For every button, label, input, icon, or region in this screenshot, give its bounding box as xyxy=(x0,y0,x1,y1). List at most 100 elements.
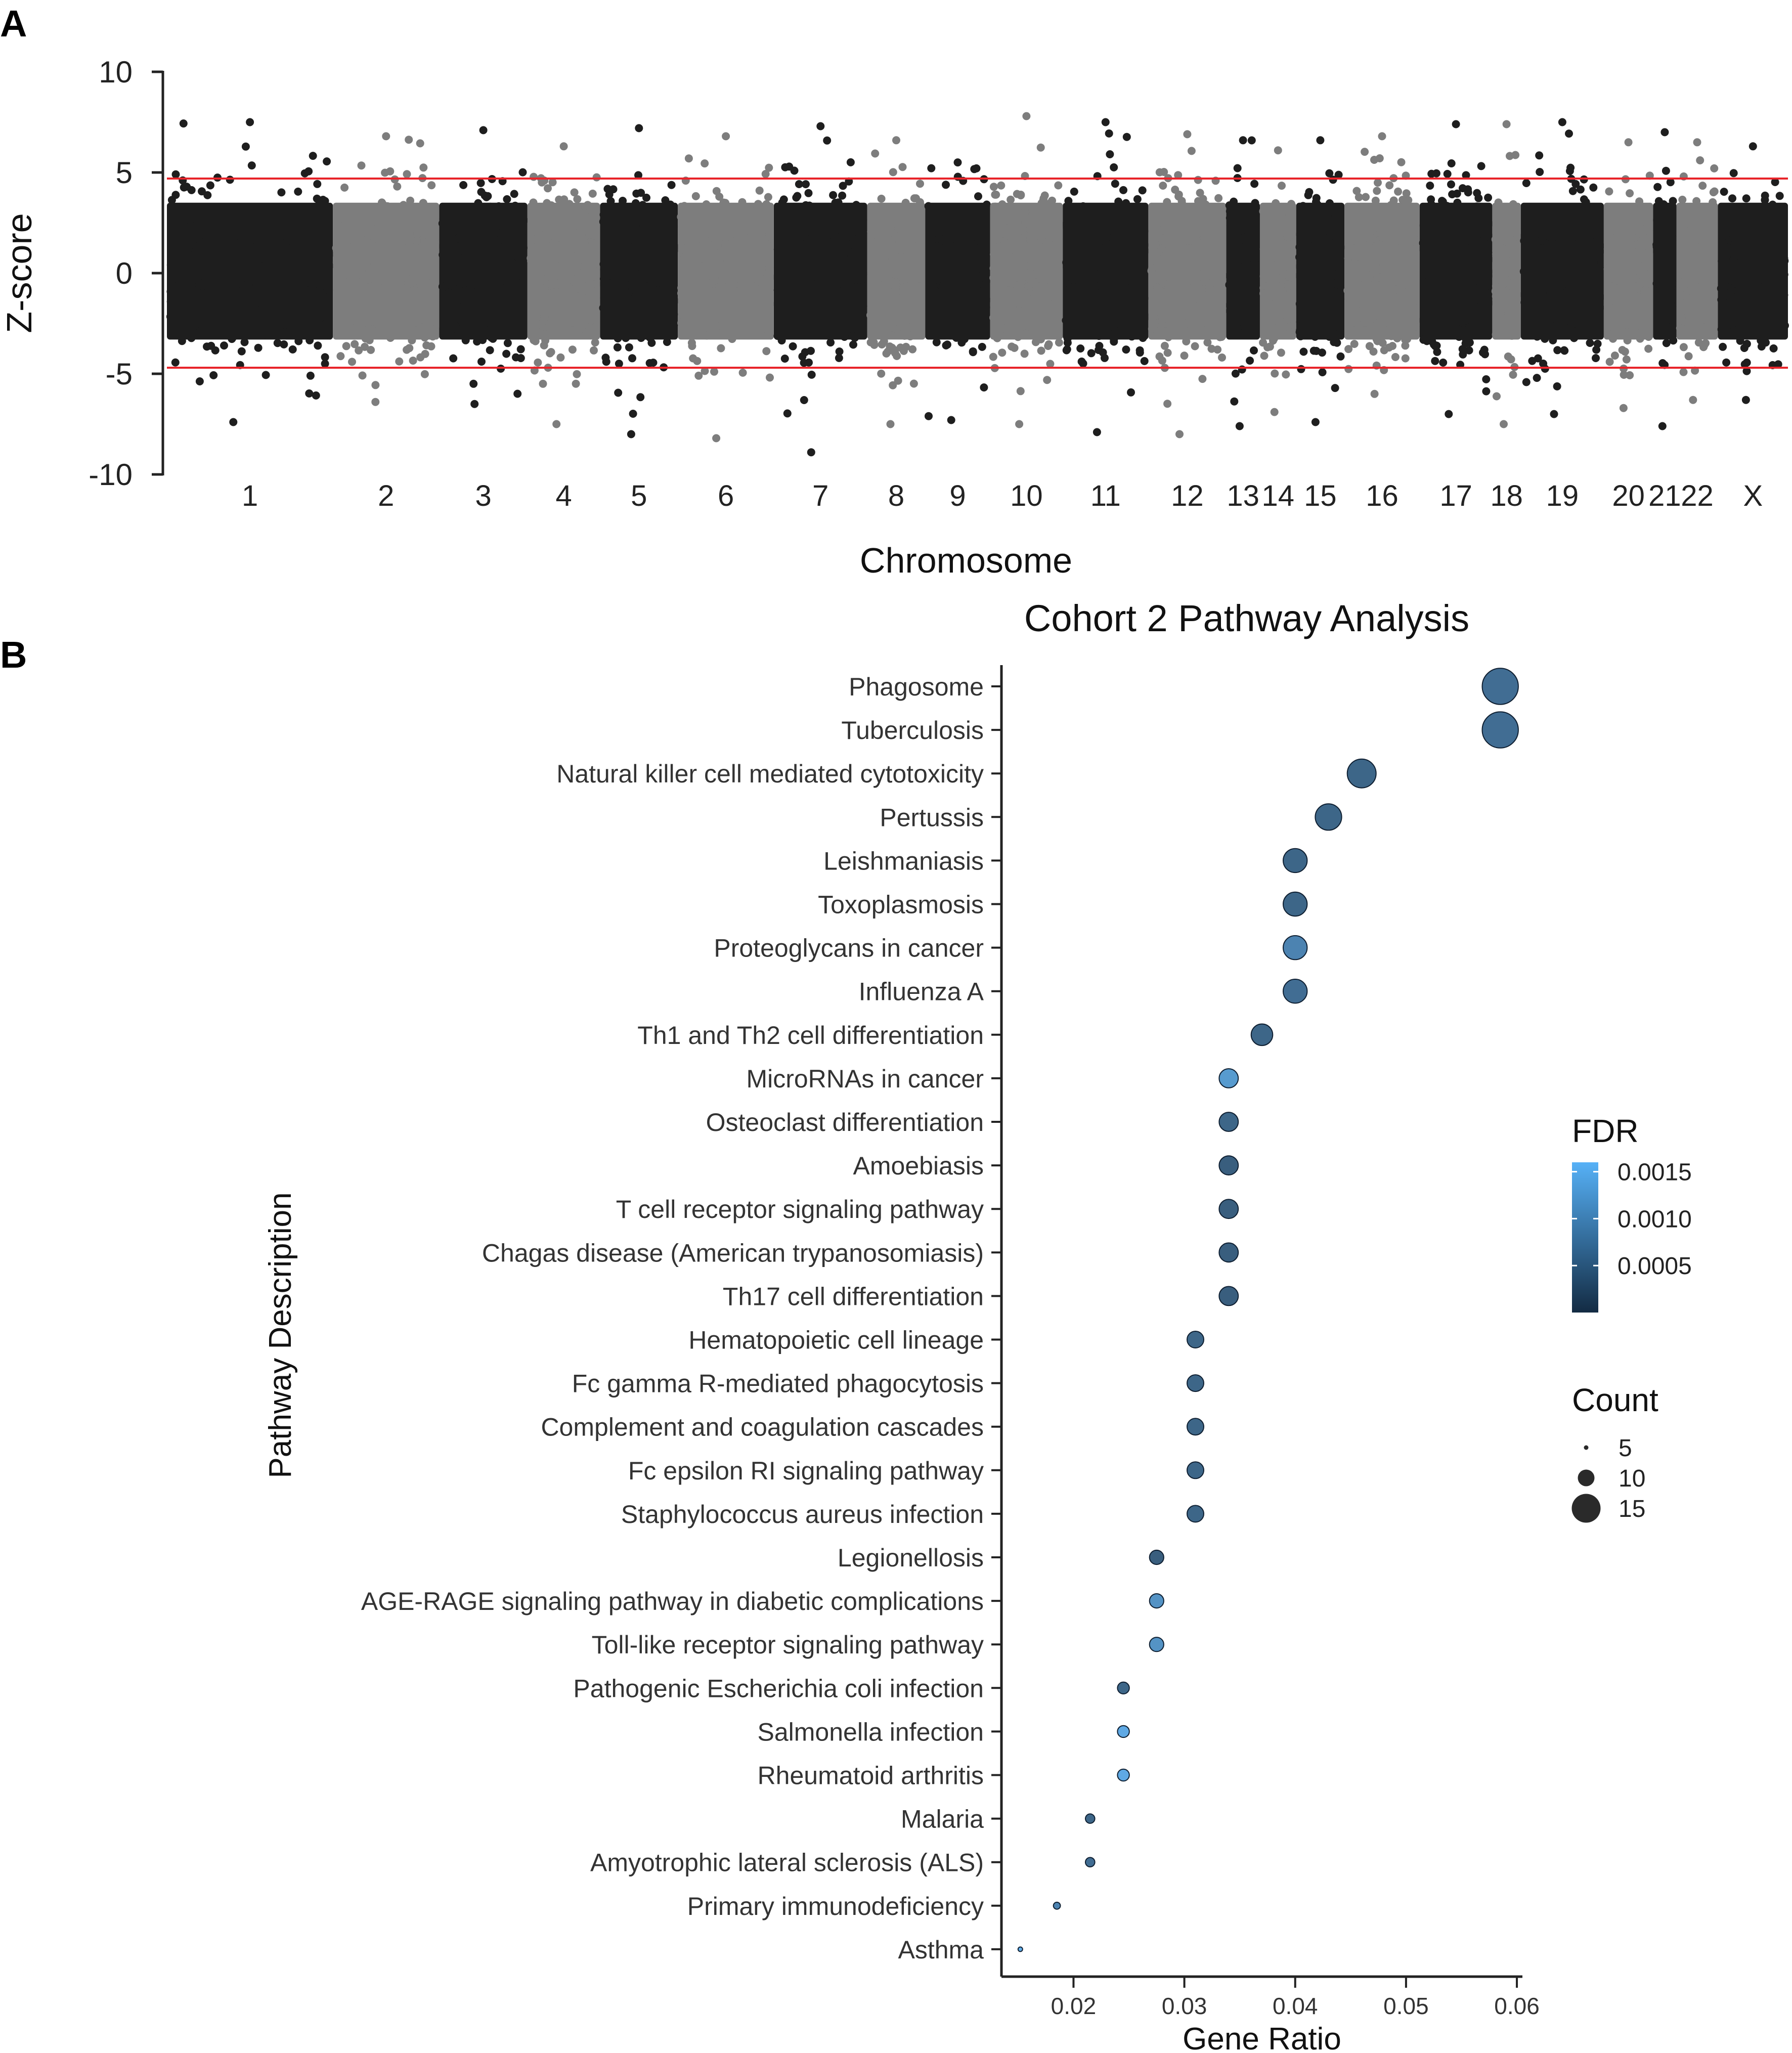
snp-point xyxy=(839,182,847,190)
snp-point xyxy=(220,310,229,318)
snp-point xyxy=(590,346,598,355)
snp-point xyxy=(831,225,839,233)
snp-point xyxy=(1535,254,1543,263)
snp-point xyxy=(1155,352,1164,361)
snp-point xyxy=(1376,274,1385,282)
snp-point xyxy=(1390,210,1399,219)
snp-point-max xyxy=(1502,120,1511,128)
snp-point xyxy=(1111,180,1119,188)
snp-point xyxy=(1051,324,1060,333)
snp-point xyxy=(273,317,281,325)
snp-point xyxy=(989,183,998,191)
snp-point xyxy=(1181,320,1189,328)
snp-point xyxy=(1653,256,1662,265)
snp-point xyxy=(972,224,980,232)
snp-point xyxy=(1566,324,1575,332)
snp-point xyxy=(890,278,899,287)
snp-point xyxy=(783,285,792,293)
snp-point xyxy=(1330,338,1338,346)
snp-point xyxy=(870,297,879,306)
snp-point xyxy=(1381,284,1390,293)
snp-point xyxy=(207,300,216,309)
snp-point xyxy=(792,329,800,338)
snp-point xyxy=(1106,150,1114,158)
snp-point xyxy=(877,211,886,220)
snp-point xyxy=(999,229,1008,238)
snp-point xyxy=(724,232,733,241)
snp-point xyxy=(1196,289,1204,297)
snp-point xyxy=(365,246,373,254)
snp-point xyxy=(927,164,936,172)
snp-point xyxy=(643,322,651,330)
snp-point xyxy=(974,192,982,201)
snp-point xyxy=(1522,179,1531,187)
snp-point xyxy=(782,232,791,241)
snp-point xyxy=(813,300,822,309)
snp-point xyxy=(628,295,636,304)
snp-point xyxy=(798,285,807,294)
snp-point xyxy=(1470,308,1478,316)
snp-point xyxy=(237,347,246,356)
snp-point xyxy=(1203,338,1212,346)
snp-point xyxy=(225,269,234,277)
snp-point xyxy=(1325,199,1334,207)
snp-point xyxy=(992,190,1000,199)
snp-point xyxy=(1028,248,1036,256)
chromosome-1-points xyxy=(166,118,334,426)
snp-point xyxy=(403,211,412,220)
snp-point xyxy=(1336,208,1344,216)
snp-point xyxy=(514,232,522,241)
snp-point xyxy=(239,258,247,267)
snp-point xyxy=(1690,299,1698,308)
snp-point xyxy=(1296,326,1304,335)
snp-point xyxy=(1288,310,1296,318)
snp-point xyxy=(519,244,528,252)
snp-point xyxy=(1040,318,1048,326)
snp-point-min xyxy=(627,430,635,439)
snp-point xyxy=(570,230,579,238)
snp-point xyxy=(215,285,224,294)
snp-point xyxy=(1186,210,1194,219)
snp-point xyxy=(1125,223,1134,232)
snp-point xyxy=(747,281,755,289)
snp-point xyxy=(1227,264,1235,273)
snp-point xyxy=(867,228,876,236)
snp-point xyxy=(1608,282,1616,290)
snp-point xyxy=(1062,316,1070,325)
snp-point xyxy=(1140,227,1149,235)
snp-point xyxy=(1209,264,1218,272)
snp-point xyxy=(754,317,762,325)
snp-point xyxy=(1284,322,1293,330)
snp-point xyxy=(812,206,820,214)
snp-point xyxy=(416,139,424,148)
snp-point xyxy=(560,233,568,241)
snp-point xyxy=(541,238,550,247)
snp-point xyxy=(1423,315,1432,324)
snp-point xyxy=(707,321,715,329)
snp-point xyxy=(1548,247,1556,256)
snp-point xyxy=(1605,187,1613,196)
snp-point xyxy=(1474,230,1482,239)
snp-point xyxy=(1405,230,1414,238)
snp-point xyxy=(549,288,558,297)
snp-point xyxy=(1577,311,1585,320)
snp-point xyxy=(418,217,426,226)
snp-point xyxy=(755,256,763,265)
snp-point xyxy=(694,371,703,380)
snp-point xyxy=(206,181,214,190)
snp-point xyxy=(608,278,617,287)
snp-point xyxy=(1534,354,1542,363)
snp-point xyxy=(459,287,468,296)
snp-point xyxy=(858,268,867,276)
snp-point xyxy=(667,285,676,294)
snp-point xyxy=(602,298,610,307)
snp-point xyxy=(880,338,888,346)
snp-point xyxy=(1017,263,1025,271)
snp-point xyxy=(1614,219,1623,227)
snp-point xyxy=(1521,220,1530,228)
snp-point xyxy=(1625,308,1633,316)
snp-point xyxy=(1345,252,1354,260)
snp-point xyxy=(888,322,896,330)
snp-point xyxy=(972,295,981,303)
snp-point xyxy=(1045,218,1054,227)
